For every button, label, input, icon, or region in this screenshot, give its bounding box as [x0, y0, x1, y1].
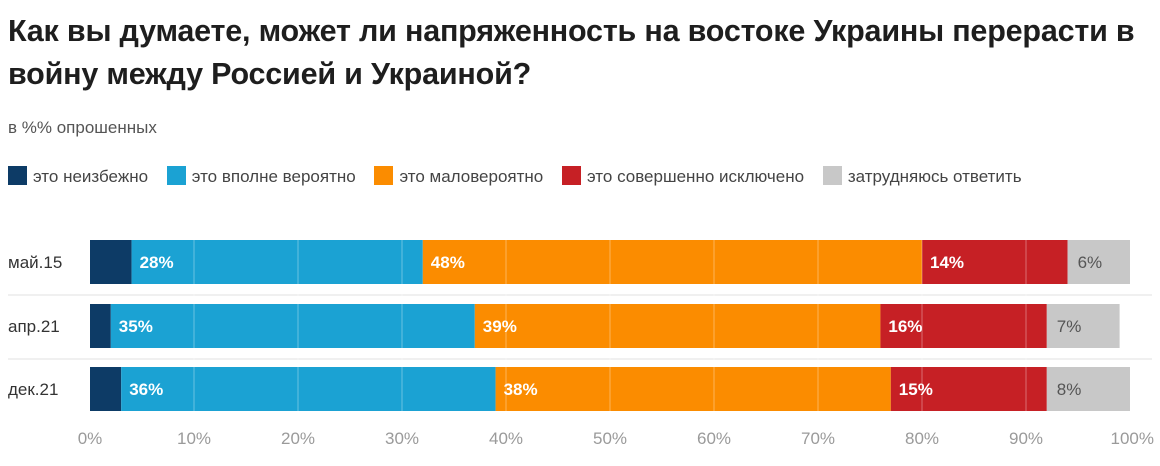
data-label: 6% — [1078, 253, 1103, 272]
x-tick-label: 30% — [385, 429, 419, 448]
bar-segment — [110, 304, 475, 348]
x-tick-label: 80% — [905, 429, 939, 448]
data-label: 16% — [888, 317, 922, 336]
legend-swatch — [166, 166, 186, 185]
data-label: 8% — [1057, 380, 1082, 399]
legend-item-inevitable: это неизбежно — [8, 166, 149, 186]
legend-label: это неизбежно — [33, 167, 149, 186]
data-label: 48% — [431, 253, 465, 272]
bar-segment — [90, 304, 111, 348]
bar-segment — [90, 367, 122, 411]
x-tick-label: 50% — [593, 429, 627, 448]
legend-swatch — [8, 166, 27, 185]
legend-swatch — [822, 166, 842, 185]
legend-label: это маловероятно — [399, 167, 544, 186]
data-label: 39% — [483, 317, 517, 336]
data-label: 38% — [504, 380, 538, 399]
x-tick-label: 60% — [697, 429, 731, 448]
bar-segment — [495, 367, 891, 411]
legend-item-unlikely: это маловероятно — [374, 166, 544, 186]
bar-segment — [121, 367, 496, 411]
data-label: 15% — [899, 380, 933, 399]
data-label: 7% — [1057, 317, 1082, 336]
data-label: 28% — [140, 253, 174, 272]
x-tick-label: 70% — [801, 429, 835, 448]
x-tick-label: 10% — [177, 429, 211, 448]
legend: это неизбежно это вполне вероятно это ма… — [8, 164, 1148, 190]
legend-item-hard-to-say: затрудняюсь ответить — [822, 166, 1022, 186]
legend-label: это вполне вероятно — [191, 167, 356, 186]
bar-segment — [1046, 367, 1130, 411]
category-label: май.15 — [8, 253, 62, 272]
legend-item-quite-likely: это вполне вероятно — [166, 166, 356, 186]
legend-label: это совершенно исключено — [587, 167, 805, 186]
legend-swatch — [374, 166, 394, 185]
data-label: 14% — [930, 253, 964, 272]
legend-item-excluded: это совершенно исключено — [562, 166, 805, 186]
legend-swatch — [562, 166, 581, 185]
bar-segment — [90, 240, 132, 284]
category-label: апр.21 — [8, 317, 60, 336]
bar-segment — [131, 240, 423, 284]
data-label: 35% — [119, 317, 153, 336]
bar-segment — [1067, 240, 1130, 284]
bar-segment — [422, 240, 922, 284]
x-tick-label: 90% — [1009, 429, 1043, 448]
data-label: 36% — [129, 380, 163, 399]
x-tick-label: 100% — [1111, 429, 1154, 448]
bar-segment — [474, 304, 881, 348]
bar-segment — [880, 304, 1047, 348]
bar-segment — [922, 240, 1068, 284]
bar-segment — [890, 367, 1047, 411]
x-tick-label: 40% — [489, 429, 523, 448]
x-tick-label: 20% — [281, 429, 315, 448]
x-tick-label: 0% — [78, 429, 103, 448]
legend-label: затрудняюсь ответить — [847, 167, 1022, 186]
bar-segment — [1046, 304, 1120, 348]
chart-title: Как вы думаете, может ли напряженность н… — [8, 14, 1135, 91]
category-label: дек.21 — [8, 380, 58, 399]
chart-subtitle: в %% опрошенных — [8, 118, 157, 137]
